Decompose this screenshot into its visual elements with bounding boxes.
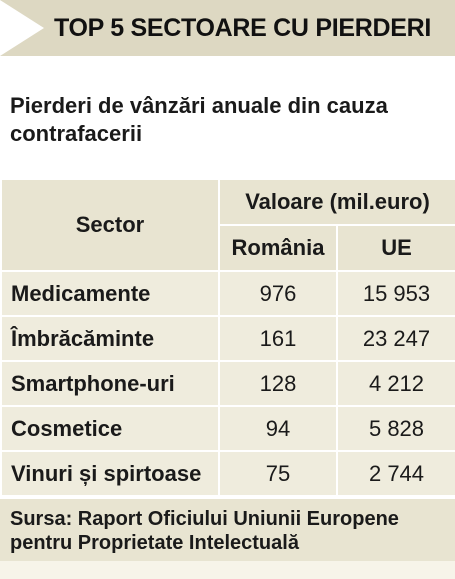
row-romania-value: 128	[218, 360, 338, 407]
table-row: Îmbrăcăminte 161 23 247	[0, 315, 455, 362]
table-row: Medicamente 976 15 953	[0, 270, 455, 317]
header-title: TOP 5 SECTOARE CU PIERDERI	[54, 14, 432, 42]
row-romania-value: 976	[218, 270, 338, 317]
row-sector: Vinuri și spirtoase	[0, 450, 220, 497]
data-table: Sector Valoare (mil.euro) România UE Med…	[0, 178, 455, 497]
row-sector: Medicamente	[0, 270, 220, 317]
table-row: Cosmetice 94 5 828	[0, 405, 455, 452]
header-eu: UE	[336, 224, 455, 272]
arrow-icon	[0, 0, 44, 56]
row-eu-value: 5 828	[336, 405, 455, 452]
row-eu-value: 23 247	[336, 315, 455, 362]
row-eu-value: 2 744	[336, 450, 455, 497]
header-sector: Sector	[0, 178, 220, 272]
row-sector: Cosmetice	[0, 405, 220, 452]
table-header-row: Sector Valoare (mil.euro)	[0, 178, 455, 272]
header-romania: România	[218, 224, 338, 272]
table-row: Smartphone-uri 128 4 212	[0, 360, 455, 407]
subtitle-area: Pierderi de vânzări anuale din cauza con…	[0, 56, 455, 178]
subtitle: Pierderi de vânzări anuale din cauza con…	[10, 93, 388, 146]
row-sector: Îmbrăcăminte	[0, 315, 220, 362]
row-sector: Smartphone-uri	[0, 360, 220, 407]
row-romania-value: 75	[218, 450, 338, 497]
header-value: Valoare (mil.euro)	[218, 178, 455, 226]
row-romania-value: 161	[218, 315, 338, 362]
row-eu-value: 15 953	[336, 270, 455, 317]
row-romania-value: 94	[218, 405, 338, 452]
table-row: Vinuri și spirtoase 75 2 744	[0, 450, 455, 497]
row-eu-value: 4 212	[336, 360, 455, 407]
table-subheader-row: România UE	[1, 224, 455, 272]
source-note: Sursa: Raport Oficiului Uniunii Europene…	[0, 497, 455, 561]
header-bar: TOP 5 SECTOARE CU PIERDERI	[0, 0, 455, 56]
source-text: Sursa: Raport Oficiului Uniunii Europene…	[10, 508, 399, 554]
